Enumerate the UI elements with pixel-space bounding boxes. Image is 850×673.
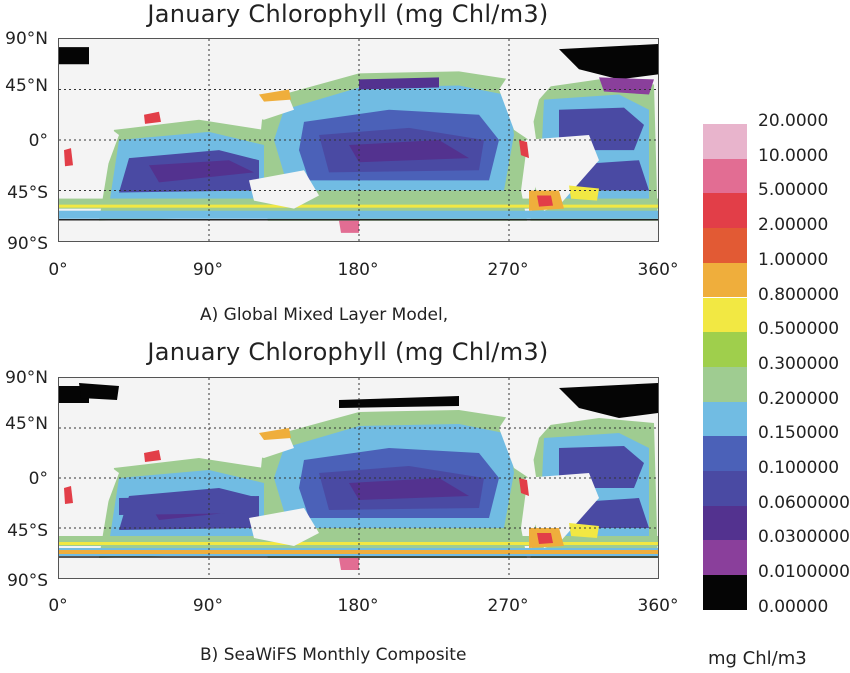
panel-b-xtick-270: 270°: [487, 596, 529, 616]
panel-a-ytick-0: 0°: [28, 131, 48, 151]
legend-swatch: [703, 575, 747, 610]
panel-b-heatmap: [59, 378, 658, 578]
legend-level-label: 0.100000: [758, 458, 840, 478]
eurasia-land: [59, 388, 294, 458]
legend-level-label: 0.0300000: [758, 527, 850, 548]
panel-a-xtick-90: 90°: [192, 260, 224, 280]
kuroshio-front: [259, 428, 291, 440]
pacific-oligotrophic: [349, 478, 469, 500]
legend-swatch: [703, 332, 747, 367]
north-america-land: [499, 393, 579, 478]
legend-unit-label: mg Chl/m3: [708, 648, 807, 669]
legend-level-label: 5.00000: [758, 180, 829, 201]
panel-a-ytick-45s: 45°S: [7, 183, 48, 203]
legend-level-label: 0.200000: [758, 388, 840, 409]
legend-swatch: [703, 505, 747, 541]
legend-swatch: [703, 401, 747, 437]
legend-level-label: 1.00000: [758, 249, 829, 270]
legend-swatch: [703, 262, 747, 298]
panel-a-xtick-180: 180°: [337, 260, 379, 280]
panel-b-ytick-0: 0°: [28, 469, 48, 489]
north-pacific-subpolar: [359, 77, 439, 90]
legend-level-label: 20.0000: [758, 111, 829, 131]
panel-a-title: January Chlorophyll (mg Chl/m3): [147, 0, 549, 28]
panel-a-caption: A) Global Mixed Layer Model,: [200, 305, 449, 325]
panel-b-xtick-180: 180°: [337, 596, 379, 616]
legend-level-label: 0.00000: [758, 596, 829, 617]
panel-a-xtick-360: 360°: [637, 260, 679, 280]
panel-b-title: January Chlorophyll (mg Chl/m3): [147, 338, 549, 366]
south-atlantic-front: [569, 185, 599, 201]
panel-b-xtick-0: 0°: [48, 596, 68, 616]
australia-land: [249, 170, 319, 209]
indian-wide-gyre: [119, 496, 259, 515]
legend-swatch: [703, 228, 747, 263]
legend-swatch: [703, 297, 747, 333]
arabian-sea-bloom: [144, 111, 161, 124]
legend-swatch: [703, 124, 747, 159]
arctic-ice-central: [339, 396, 459, 408]
legend-swatch: [703, 436, 747, 471]
panel-b-xtick-360: 360°: [637, 596, 679, 616]
panel-a-heatmap: [59, 39, 658, 241]
panel-b-ytick-45n: 45°N: [5, 414, 48, 434]
panel-b-ytick-90n: 90°N: [5, 368, 48, 388]
peru-upwelling: [519, 140, 529, 159]
kuroshio-front: [259, 89, 291, 102]
peru-upwelling: [519, 478, 529, 496]
benguela-upwelling: [64, 486, 73, 504]
north-america-land: [499, 54, 579, 140]
arabian-sea-bloom: [144, 450, 161, 462]
eurasia-land: [59, 49, 294, 120]
africa-land: [69, 119, 119, 181]
southern-ocean-band: [59, 536, 658, 546]
pacific-oligotrophic: [349, 140, 469, 163]
ross-sea-bloom: [339, 558, 359, 570]
southern-ocean-front: [59, 204, 658, 208]
panel-a-ytick-90n: 90°N: [5, 29, 48, 49]
arctic-ice-east: [559, 44, 658, 80]
arctic-ice-west: [59, 47, 89, 65]
panel-a-xtick-0: 0°: [48, 260, 68, 280]
legend-level-label: 0.150000: [758, 423, 840, 444]
legend-level-label: 0.800000: [758, 284, 840, 305]
north-atlantic-subpolar: [599, 77, 654, 95]
south-atlantic-front: [569, 523, 599, 538]
southern-ocean-bloom: [59, 550, 658, 554]
ross-sea-bloom: [339, 220, 359, 233]
legend-swatch: [703, 193, 747, 229]
africa-land: [69, 458, 119, 518]
panel-b-plot-area: [58, 377, 659, 579]
australia-land: [249, 508, 319, 546]
panel-b-xtick-90: 90°: [192, 596, 224, 616]
legend-swatch: [703, 158, 747, 194]
legend-level-label: 2.00000: [758, 215, 829, 236]
arctic-ice-greenland: [79, 383, 119, 400]
arctic-ice-east: [559, 383, 658, 418]
panel-a-ytick-90s: 90°S: [7, 234, 48, 254]
panel-b-ytick-45s: 45°S: [7, 521, 48, 541]
legend-swatch: [703, 366, 747, 402]
panel-a-ytick-45n: 45°N: [5, 76, 48, 96]
benguela-upwelling: [64, 148, 73, 167]
panel-a-xtick-270: 270°: [487, 260, 529, 280]
legend-swatch: [703, 540, 747, 576]
panel-b-ytick-90s: 90°S: [7, 571, 48, 591]
southern-ocean-band: [59, 198, 658, 209]
patagonian-bloom: [537, 195, 553, 207]
legend-level-label: 0.0600000: [758, 492, 850, 513]
legend-swatch: [703, 471, 747, 506]
legend-level-label: 0.0100000: [758, 562, 850, 583]
indian-core: [149, 160, 254, 183]
panel-b-caption: B) SeaWiFS Monthly Composite: [200, 645, 467, 665]
panel-a-plot-area: [58, 38, 659, 242]
legend-level-label: 0.300000: [758, 353, 840, 374]
legend-level-label: 10.0000: [758, 145, 829, 166]
patagonian-bloom: [537, 533, 553, 544]
legend-level-label: 0.500000: [758, 319, 840, 340]
